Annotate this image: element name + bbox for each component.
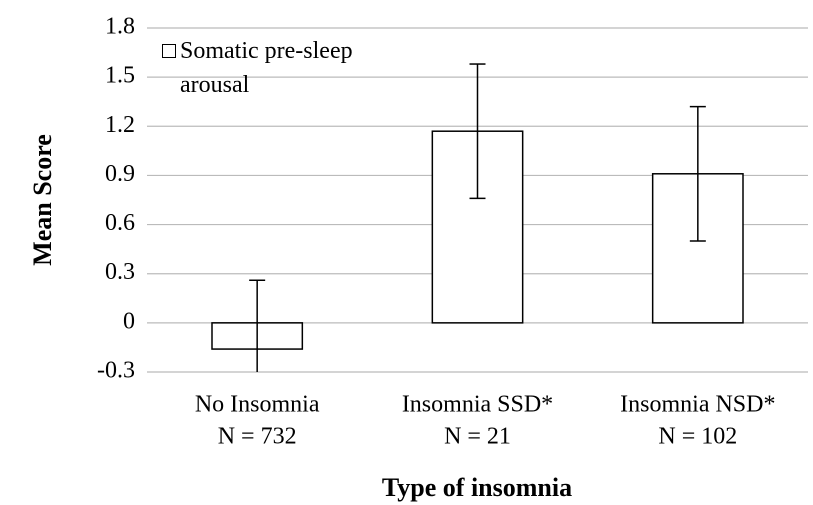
x-tick-label: N = 102 bbox=[658, 424, 737, 450]
x-tick-label: Insomnia SSD* bbox=[402, 392, 553, 418]
legend: Somatic pre-sleep arousal bbox=[162, 34, 402, 102]
y-tick-label: 1.8 bbox=[105, 14, 135, 40]
x-tick-label: No Insomnia bbox=[195, 392, 320, 418]
x-tick-label: Insomnia NSD* bbox=[620, 392, 775, 418]
y-tick-label: -0.3 bbox=[97, 358, 135, 384]
x-tick-label: N = 21 bbox=[444, 424, 511, 450]
y-tick-label: 1.2 bbox=[105, 112, 135, 138]
legend-label: Somatic pre-sleep arousal bbox=[180, 38, 353, 98]
y-tick-label: 1.5 bbox=[105, 63, 135, 89]
x-axis-label: Type of insomnia bbox=[382, 473, 572, 502]
y-tick-label: 0.9 bbox=[105, 161, 135, 187]
x-tick-label: N = 732 bbox=[218, 424, 297, 450]
plot-area bbox=[211, 63, 744, 372]
y-tick-label: 0.6 bbox=[105, 210, 135, 236]
y-axis-label: Mean Score bbox=[28, 134, 57, 266]
y-tick-label: 0 bbox=[123, 308, 135, 334]
legend-swatch bbox=[162, 44, 176, 58]
y-tick-label: 0.3 bbox=[105, 259, 135, 285]
